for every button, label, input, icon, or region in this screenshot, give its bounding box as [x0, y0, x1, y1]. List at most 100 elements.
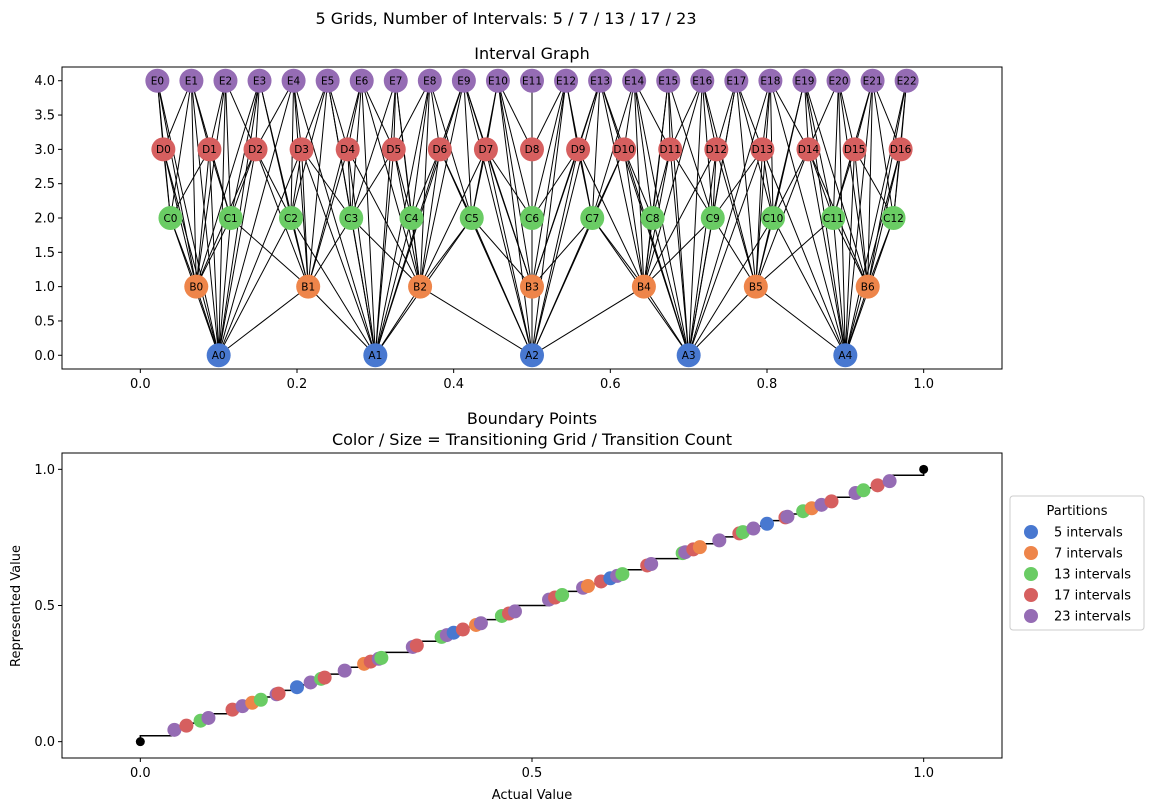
node-marker: [184, 274, 209, 299]
node-marker: [566, 137, 591, 162]
node-marker: [833, 343, 858, 368]
node-label: E7: [389, 76, 402, 88]
node-A2: A2: [520, 343, 544, 368]
node-D10: D10: [612, 137, 637, 162]
y-tick-label: 2.5: [34, 177, 55, 192]
node-B6: B6: [855, 274, 880, 299]
node-B2: B2: [408, 274, 433, 299]
node-label: A4: [838, 350, 852, 362]
node-C9: C9: [700, 206, 725, 230]
node-marker: [580, 206, 605, 230]
edge-B4-E13: [599, 80, 645, 287]
edge-A1-C4: [374, 217, 412, 356]
x-axis-label: Actual Value: [492, 788, 573, 803]
endpoint-markers: [135, 464, 929, 747]
edge-B2-D4: [347, 149, 421, 287]
node-marker: [206, 343, 231, 368]
edge-A2-E13: [531, 80, 601, 356]
suptitle: 5 Grids, Number of Intervals: 5 / 7 / 13…: [316, 9, 697, 28]
node-label: E4: [287, 76, 301, 88]
legend-label: 7 intervals: [1054, 547, 1123, 562]
node-label: E18: [760, 76, 780, 88]
node-marker: [179, 68, 204, 93]
edge-C7-E13: [591, 80, 601, 219]
node-marker: [700, 206, 725, 230]
boundary-point-7: [692, 540, 707, 555]
end-point: [919, 464, 929, 474]
edge-D8-E10: [497, 80, 533, 150]
legend-marker: [1024, 525, 1038, 539]
edge-A1-D4: [347, 149, 376, 356]
y-tick-label: 2.0: [34, 212, 55, 227]
edge-B4-C9: [643, 217, 714, 287]
node-label: C11: [823, 213, 844, 225]
node-marker: [278, 206, 303, 230]
node-E6: E6: [349, 68, 374, 93]
edge-B6-D15: [854, 149, 869, 287]
node-E2: E2: [213, 68, 238, 93]
edge-B0-E2: [195, 80, 226, 287]
node-C8: C8: [640, 206, 665, 230]
node-label: B0: [189, 281, 203, 293]
node-A0: A0: [206, 343, 231, 368]
edge-D5-E6: [361, 80, 395, 150]
edge-A0-E0: [156, 80, 220, 356]
node-E3: E3: [247, 68, 272, 93]
node-E9: E9: [451, 68, 476, 93]
edge-B5-D12: [715, 149, 757, 287]
node-marker: [399, 206, 424, 230]
edge-C4-E8: [410, 80, 431, 219]
node-label: C2: [284, 213, 298, 225]
x-tick-label: 0.0: [130, 377, 151, 392]
node-label: E5: [321, 76, 334, 88]
node-C0: C0: [158, 206, 183, 230]
node-marker: [704, 137, 729, 162]
node-D16: D16: [888, 137, 913, 162]
interval-graph-title: Interval Graph: [474, 44, 589, 63]
edge-A3-E15: [667, 80, 690, 356]
node-B1: B1: [296, 274, 321, 299]
node-label: D13: [752, 144, 773, 156]
node-marker: [427, 137, 452, 162]
boundary-point-23: [337, 663, 352, 678]
node-D12: D12: [704, 137, 729, 162]
edge-A4-D13: [761, 149, 846, 356]
node-C3: C3: [339, 206, 364, 230]
legend-entry: 13 intervals: [1024, 567, 1131, 583]
node-marker: [408, 274, 433, 299]
x-tick-label: 0.8: [757, 377, 778, 392]
node-D1: D1: [197, 137, 222, 162]
node-label: C8: [646, 213, 660, 225]
node-B5: B5: [743, 274, 768, 299]
node-label: C9: [706, 213, 720, 225]
node-label: C6: [525, 213, 539, 225]
boundary-point-23: [167, 722, 182, 737]
node-label: D10: [613, 144, 634, 156]
edge-C1-D2: [230, 149, 256, 219]
node-marker: [750, 137, 775, 162]
node-marker: [724, 68, 749, 93]
edge-D6-E9: [439, 80, 465, 150]
node-A1: A1: [363, 343, 388, 368]
edge-B4-C7: [591, 217, 645, 287]
edge-B1-D4: [307, 149, 349, 287]
edge-D2-E4: [255, 80, 295, 150]
node-marker: [451, 68, 476, 93]
node-C4: C4: [399, 206, 424, 230]
node-E13: E13: [588, 68, 613, 93]
legend-entry: 17 intervals: [1024, 588, 1131, 604]
edge-C4-D6: [411, 149, 441, 219]
node-label: A2: [525, 350, 539, 362]
node-label: D11: [660, 144, 681, 156]
node-marker: [656, 68, 681, 93]
x-tick-label: 0.2: [287, 377, 308, 392]
node-marker: [197, 137, 222, 162]
edge-C9-E15: [667, 80, 714, 219]
boundary-point-23: [882, 474, 897, 489]
edge-B5-E16: [701, 80, 757, 287]
y-tick-label: 0.0: [34, 735, 55, 750]
node-E18: E18: [758, 68, 783, 93]
edge-D13-E17: [735, 80, 763, 150]
node-marker: [860, 68, 885, 93]
x-tick-label: 1.0: [913, 377, 934, 392]
